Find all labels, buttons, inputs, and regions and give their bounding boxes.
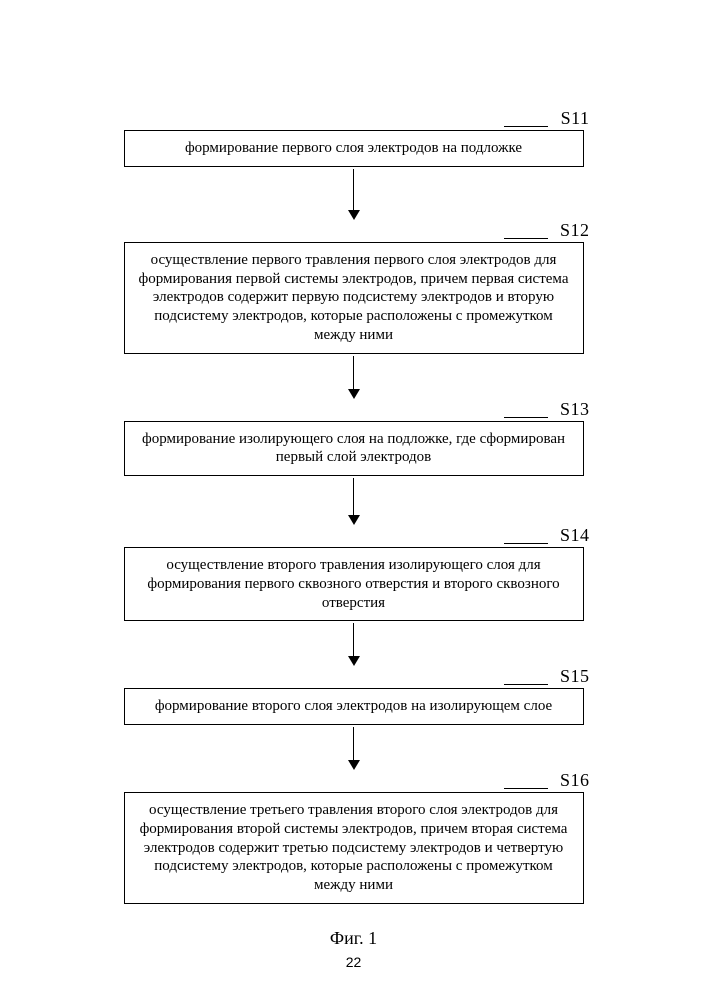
step-s14: S14осуществление второго травления изоли… bbox=[124, 525, 584, 621]
step-label: S12 bbox=[560, 220, 590, 241]
label-leader-line bbox=[504, 126, 548, 127]
arrow-shaft bbox=[353, 169, 354, 211]
step-s15: S15формирование второго слоя электродов … bbox=[124, 666, 584, 725]
label-leader-line bbox=[504, 684, 548, 685]
arrow-shaft bbox=[353, 478, 354, 516]
step-label-row: S12 bbox=[124, 220, 584, 242]
step-label: S13 bbox=[560, 399, 590, 420]
arrow-down-icon bbox=[348, 478, 360, 525]
step-s12: S12осуществление первого травления перво… bbox=[124, 220, 584, 354]
arrow-head-icon bbox=[348, 210, 360, 220]
step-label: S16 bbox=[560, 770, 590, 791]
step-label-row: S16 bbox=[124, 770, 584, 792]
arrow-head-icon bbox=[348, 389, 360, 399]
step-label-row: S15 bbox=[124, 666, 584, 688]
arrow-down-icon bbox=[348, 356, 360, 399]
arrow-down-icon bbox=[348, 623, 360, 666]
step-label: S11 bbox=[561, 108, 590, 129]
figure-caption: Фиг. 1 bbox=[330, 928, 377, 949]
arrow-head-icon bbox=[348, 515, 360, 525]
step-label: S15 bbox=[560, 666, 590, 687]
page-number: 22 bbox=[346, 954, 362, 970]
step-box: осуществление третьего травления второго… bbox=[124, 792, 584, 904]
label-leader-line bbox=[504, 543, 548, 544]
step-label-row: S11 bbox=[124, 108, 584, 130]
label-leader-line bbox=[504, 238, 548, 239]
step-label: S14 bbox=[560, 525, 590, 546]
arrow-down-icon bbox=[348, 169, 360, 220]
step-box: осуществление первого травления первого … bbox=[124, 242, 584, 354]
step-box: формирование второго слоя электродов на … bbox=[124, 688, 584, 725]
step-box: осуществление второго травления изолирую… bbox=[124, 547, 584, 621]
step-label-row: S14 bbox=[124, 525, 584, 547]
label-leader-line bbox=[504, 417, 548, 418]
arrow-shaft bbox=[353, 727, 354, 761]
step-s16: S16осуществление третьего травления втор… bbox=[124, 770, 584, 904]
step-box: формирование изолирующего слоя на подлож… bbox=[124, 421, 584, 477]
flowchart: S11формирование первого слоя электродов … bbox=[124, 108, 584, 949]
step-s11: S11формирование первого слоя электродов … bbox=[124, 108, 584, 167]
arrow-shaft bbox=[353, 623, 354, 657]
page: S11формирование первого слоя электродов … bbox=[0, 0, 707, 1000]
arrow-shaft bbox=[353, 356, 354, 390]
arrow-head-icon bbox=[348, 760, 360, 770]
step-box: формирование первого слоя электродов на … bbox=[124, 130, 584, 167]
step-label-row: S13 bbox=[124, 399, 584, 421]
arrow-down-icon bbox=[348, 727, 360, 770]
step-s13: S13формирование изолирующего слоя на под… bbox=[124, 399, 584, 477]
label-leader-line bbox=[504, 788, 548, 789]
arrow-head-icon bbox=[348, 656, 360, 666]
